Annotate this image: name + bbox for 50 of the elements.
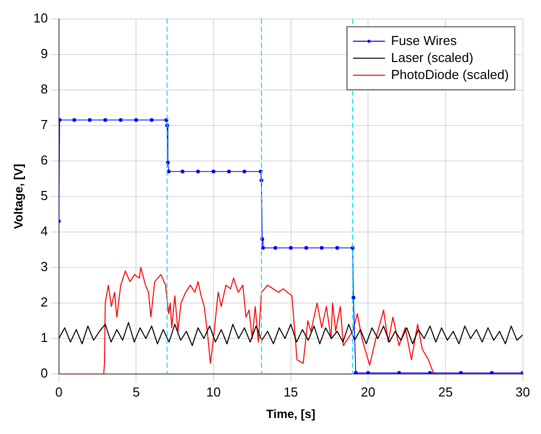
legend-label: Laser (scaled) bbox=[390, 50, 474, 65]
y-tick-label: 5 bbox=[40, 188, 48, 203]
point bbox=[366, 371, 370, 374]
y-tick-label: 7 bbox=[40, 116, 48, 132]
x-axis-title: Time, [s] bbox=[266, 407, 316, 422]
point bbox=[118, 118, 123, 122]
x-tick-label: 20 bbox=[360, 384, 376, 400]
point bbox=[212, 170, 216, 174]
point bbox=[166, 170, 171, 174]
x-tick-label: 10 bbox=[206, 384, 221, 400]
y-tick-label: 1 bbox=[40, 330, 48, 346]
point bbox=[88, 118, 92, 122]
point bbox=[196, 170, 200, 174]
y-tick-label: 2 bbox=[40, 294, 48, 310]
legend-label: Fuse Wires bbox=[390, 32, 458, 48]
x-tick-label: 5 bbox=[132, 384, 140, 400]
y-tick-label: 10 bbox=[33, 10, 48, 26]
point bbox=[304, 246, 308, 250]
point bbox=[150, 118, 154, 122]
point bbox=[335, 246, 340, 250]
point bbox=[227, 170, 231, 174]
y-tick-label: 0 bbox=[40, 366, 48, 381]
point bbox=[354, 371, 358, 374]
point bbox=[103, 118, 108, 122]
y-tick-label: 3 bbox=[40, 259, 48, 274]
legend-label: PhotoDiode (scaled) bbox=[390, 66, 509, 82]
y-tick-label: 6 bbox=[40, 152, 48, 168]
x-tick-label: 0 bbox=[55, 384, 62, 400]
point bbox=[397, 371, 401, 374]
point bbox=[242, 170, 246, 174]
point bbox=[352, 296, 356, 300]
point bbox=[58, 118, 62, 122]
point bbox=[459, 371, 463, 374]
point bbox=[180, 170, 184, 174]
point bbox=[261, 246, 265, 250]
point bbox=[273, 246, 278, 250]
point bbox=[166, 160, 170, 165]
y-tick-label: 9 bbox=[40, 46, 48, 61]
x-tick-label: 15 bbox=[284, 384, 298, 400]
y-tick-label: 8 bbox=[40, 81, 48, 96]
point bbox=[320, 246, 324, 250]
x-tick-label: 25 bbox=[438, 384, 453, 400]
point bbox=[428, 371, 432, 374]
y-axis-title: Voltage, [V] bbox=[12, 164, 26, 229]
y-tick-label: 4 bbox=[40, 224, 48, 238]
point bbox=[72, 118, 76, 122]
x-tick-label: 30 bbox=[516, 384, 530, 400]
point bbox=[134, 118, 138, 122]
point bbox=[490, 371, 494, 374]
point bbox=[288, 246, 293, 250]
